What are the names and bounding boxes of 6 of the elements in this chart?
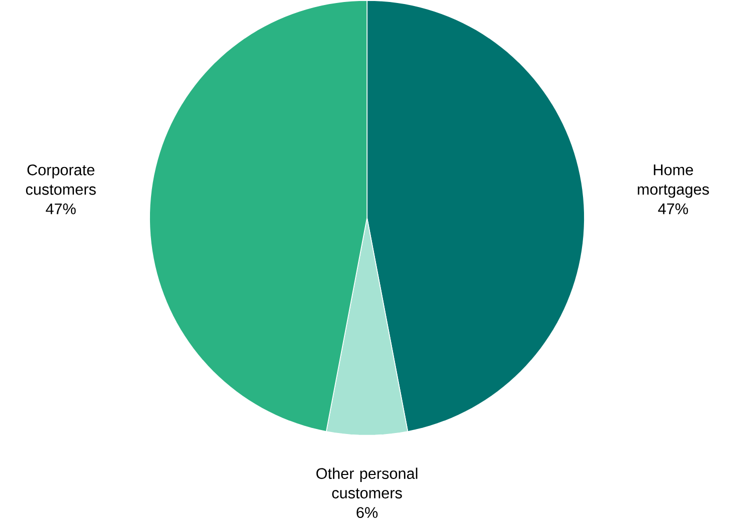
slice-label: Home mortgages — [638, 164, 709, 198]
slice-label: Other personal customers — [316, 467, 418, 498]
data-label: 6% — [356, 506, 378, 518]
data-label: 47% — [658, 203, 688, 214]
data-label: 47% — [46, 203, 76, 214]
slice-label: Corporate customers — [26, 164, 96, 195]
